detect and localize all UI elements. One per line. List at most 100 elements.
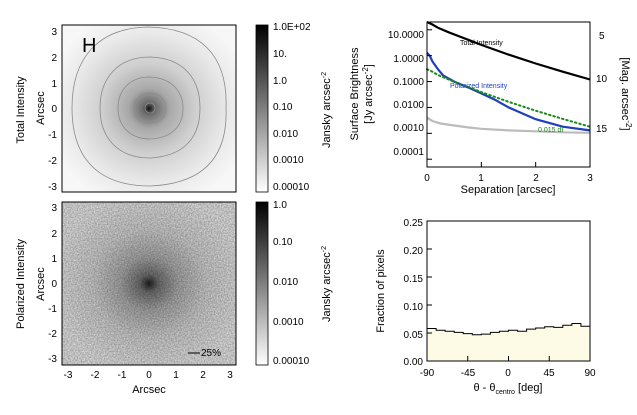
hist-bar: [481, 334, 491, 361]
ytick-label: -3: [48, 182, 57, 193]
sb-annotation-fraction: 0.015 dI: [538, 127, 563, 134]
polarized-colorbar-gradient: [255, 201, 269, 366]
hist-bar: [463, 333, 473, 361]
sb-total-intensity-line: [426, 21, 591, 81]
ytick-label: -1: [48, 304, 57, 315]
cbar-tick-label: 1.0E+02: [273, 22, 311, 33]
hist-bar: [490, 332, 500, 361]
cbar-tick-label: 0.00010: [273, 182, 310, 193]
sb-xtick-label: 3: [587, 173, 593, 184]
sb-annotation-polarized: Polarized Intensity: [450, 83, 508, 90]
ytick-label: 0: [51, 104, 57, 115]
hist-ytick-label: 0.15: [404, 274, 424, 285]
xtick-label: -1: [118, 370, 127, 381]
surface-brightness-chart: 10.0000 1.0000 0.1000 0.0100 0.0010 0.00…: [349, 21, 633, 196]
total-intensity-frame: [61, 24, 237, 193]
ytick-label: 1: [51, 79, 57, 90]
hist-tick-marks: [426, 220, 591, 362]
scale-label: 25%: [201, 348, 221, 359]
ytick-label: 2: [51, 229, 57, 240]
hist-ylabel: Fraction of pixels: [375, 249, 387, 333]
hist-bar: [544, 326, 555, 361]
cbar-tick-label: 0.10: [273, 102, 293, 113]
hist-bar: [427, 328, 437, 361]
sb-plot-frame: [426, 21, 591, 168]
total-colorbar-label: Jansky arcsec-2: [321, 72, 333, 148]
hist-bars-layer: [427, 323, 591, 361]
xtick-label: 2: [200, 370, 206, 381]
sb-ytick-label: 0.0001: [393, 147, 424, 158]
hist-xtick-label: -45: [461, 368, 476, 379]
polarized-noise: [62, 202, 236, 365]
total-colorbar-gradient: [255, 24, 269, 193]
cbar-tick-label: 1.0: [273, 76, 287, 87]
ytick-label: 1: [51, 254, 57, 265]
sb-ytick-label: 0.1000: [393, 77, 424, 88]
hist-bar: [445, 331, 455, 361]
hist-bar: [571, 323, 582, 361]
sb-xtick-label: 2: [533, 173, 539, 184]
sb-y2tick-label: 15: [596, 124, 608, 135]
cbar-tick-label: 1.0: [273, 200, 287, 211]
hist-bar: [562, 325, 573, 361]
contour-4: [133, 92, 167, 124]
ytick-label: -1: [48, 130, 57, 141]
ytick-label: 3: [51, 203, 57, 214]
hist-xtick-label: 90: [584, 368, 596, 379]
sb-ylabel-line1: Surface Brightness: [349, 47, 361, 140]
polarized-intensity-frame: [61, 201, 237, 366]
hist-ytick-label: 0.05: [404, 330, 424, 341]
cbar-tick-label: 0.00010: [273, 356, 310, 367]
xtick-label: 1: [173, 370, 179, 381]
sb-y2tick-label: 10: [596, 74, 608, 85]
cbar-tick-label: 0.10: [273, 237, 293, 248]
hist-bar: [535, 328, 546, 361]
hist-ytick-label: 0.25: [404, 218, 424, 229]
hist-bar: [580, 326, 591, 361]
cbar-tick-label: 0.010: [273, 277, 298, 288]
cbar-tick-label: 0.0010: [273, 317, 304, 328]
polarized-ylabel: Arcsec: [35, 267, 47, 301]
sb-background-line: [426, 116, 591, 134]
ytick-label: 0: [51, 279, 57, 290]
sb-ytick-label: 1.0000: [393, 54, 424, 65]
ytick-label: -2: [48, 329, 57, 340]
contour-2: [99, 56, 201, 159]
hist-xtick-label: 0: [505, 368, 511, 379]
hist-xlabel: θ - θcentro [deg]: [473, 382, 542, 396]
total-ylabel: Arcsec: [35, 91, 47, 125]
sb-ytick-label: 10.0000: [388, 30, 425, 41]
hist-step-line: [427, 323, 590, 336]
xtick-label: 3: [227, 370, 233, 381]
sb-xtick-label: 0: [424, 173, 430, 184]
sb-xlabel: Separation [arcsec]: [461, 184, 556, 196]
sb-ytick-label: 0.0100: [393, 100, 424, 111]
hist-ytick-label: 0.00: [404, 357, 424, 368]
sb-ytick-label: 0.0010: [393, 123, 424, 134]
sb-y2label: [Mag. arcsec-2]: [619, 57, 633, 130]
cbar-tick-label: 0.010: [273, 129, 298, 140]
sb-series-layer: [426, 21, 591, 134]
sb-tick-marks: [426, 29, 591, 167]
cbar-tick-label: 10.: [273, 49, 287, 60]
hist-bar: [472, 334, 482, 361]
cbar-tick-label: 0.0010: [273, 155, 304, 166]
sb-annotation-total: Total Intensity: [460, 40, 503, 47]
hist-bar: [526, 329, 536, 361]
xtick-label: -2: [91, 370, 100, 381]
hist-xtick-label: -90: [420, 368, 435, 379]
sb-fraction-line: [426, 68, 591, 128]
ytick-label: -3: [48, 354, 57, 365]
hist-bar: [553, 327, 564, 361]
hist-ytick-label: 0.20: [404, 246, 424, 257]
xtick-label: 0: [146, 370, 152, 381]
contour-3: [117, 76, 184, 140]
ytick-label: 3: [51, 27, 57, 38]
xtick-label: -3: [64, 370, 73, 381]
polarized-xlabel: Arcsec: [132, 384, 166, 396]
polarized-row-label: Polarized Intensity: [15, 239, 27, 329]
hist-bar: [454, 332, 464, 361]
hist-bar: [517, 331, 527, 361]
contour-outer: [71, 26, 227, 187]
